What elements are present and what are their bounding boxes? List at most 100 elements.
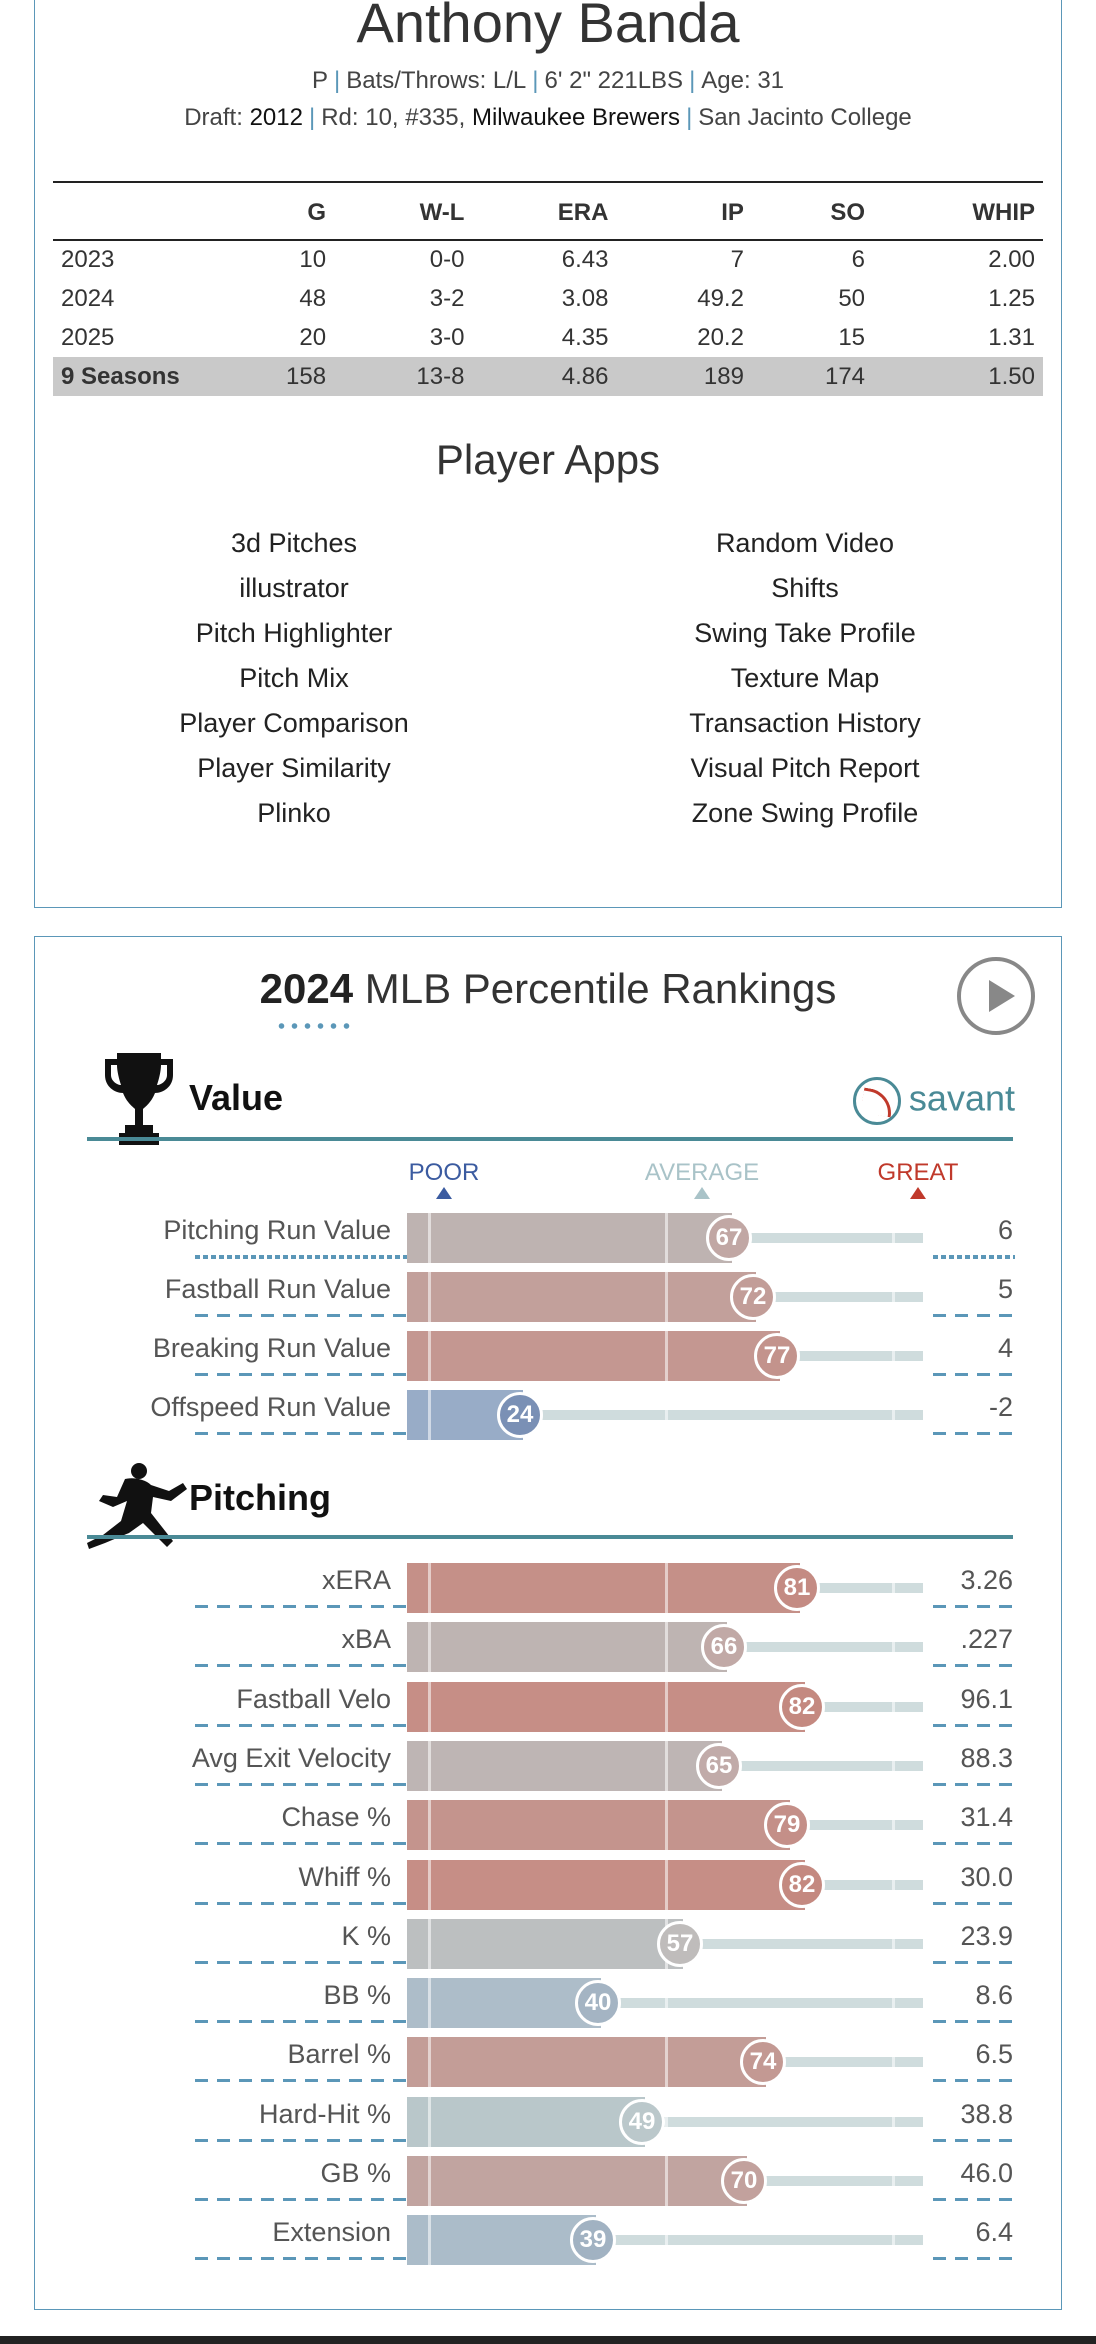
scale-guide-line <box>665 1272 668 1322</box>
scale-guide-line <box>665 1563 668 1613</box>
rankings-year[interactable]: 2024 <box>259 965 354 1012</box>
value-divider <box>933 1782 1015 1786</box>
percentile-bubble: 72 <box>730 1274 776 1320</box>
percentile-row[interactable]: Extension 39 6.4 <box>35 2211 1061 2266</box>
percentile-bar <box>407 1681 805 1732</box>
app-link[interactable]: Transaction History <box>689 708 921 738</box>
scale-guide-line <box>892 2096 895 2147</box>
percentile-row[interactable]: K % 57 23.9 <box>35 1915 1061 1969</box>
app-link[interactable]: Texture Map <box>730 663 880 693</box>
percentile-rankings-card: 2024 MLB Percentile Rankings Value savan… <box>34 936 1062 2310</box>
percentile-track: 39 <box>407 2215 923 2266</box>
stats-cell: 3-0 <box>429 323 465 351</box>
player-position: P <box>311 67 328 94</box>
stats-cell: 1.25 <box>988 284 1035 312</box>
year-selector-dots[interactable] <box>275 1023 355 1029</box>
percentile-bar <box>407 1740 722 1791</box>
stats-cell: 50 <box>838 284 866 312</box>
percentile-row[interactable]: Pitching Run Value 67 6 <box>35 1209 1061 1263</box>
percentile-row[interactable]: xBA 66 .227 <box>35 1618 1061 1673</box>
percentile-row[interactable]: Hard-Hit % 49 38.8 <box>35 2093 1061 2147</box>
percentile-remaining-track <box>805 1879 923 1890</box>
percentile-bubble: 66 <box>701 1624 747 1671</box>
metric-divider <box>195 1782 431 1786</box>
metric-label: Whiff % <box>298 1861 391 1892</box>
stats-cell: 2024 <box>61 284 115 312</box>
player-height-weight: 6' 2" 221LBS <box>544 67 684 94</box>
app-link[interactable]: Player Comparison <box>179 708 409 738</box>
scale-guide-line <box>428 2215 431 2266</box>
trophy-icon <box>105 1053 173 1145</box>
app-link[interactable]: Random Video <box>715 528 895 558</box>
percentile-bar <box>407 2156 747 2206</box>
stats-cell: 20 <box>299 323 327 351</box>
scale-guide-line <box>428 1331 431 1381</box>
scale-guide-line <box>892 1681 895 1732</box>
play-icon[interactable] <box>957 957 1035 1035</box>
percentile-bar <box>407 1918 683 1969</box>
scale-guide-line <box>665 1390 668 1440</box>
metric-value: 23.9 <box>960 1920 1013 1951</box>
percentile-row[interactable]: Chase % 79 31.4 <box>35 1796 1061 1851</box>
app-link[interactable]: Zone Swing Profile <box>691 798 919 828</box>
app-link[interactable]: illustrator <box>239 573 349 603</box>
stats-cell: 7 <box>730 246 744 273</box>
percentile-track: 49 <box>407 2096 923 2147</box>
percentile-row[interactable]: Whiff % 82 30.0 <box>35 1856 1061 1910</box>
value-section-label: Value <box>189 1077 284 1118</box>
scale-guide-line <box>428 1978 431 2029</box>
triangle-up-icon <box>694 1187 710 1199</box>
app-link[interactable]: Shifts <box>771 573 839 603</box>
value-divider <box>933 1664 1015 1668</box>
percentile-row[interactable]: xERA 81 3.26 <box>35 1559 1061 1613</box>
value-divider <box>933 2198 1015 2201</box>
value-divider <box>933 1842 1015 1846</box>
scale-average-label: AVERAGE <box>642 1159 762 1199</box>
app-link[interactable]: Visual Pitch Report <box>690 753 920 783</box>
metric-value: -2 <box>988 1392 1013 1422</box>
percentile-row[interactable]: GB % 70 46.0 <box>35 2152 1061 2206</box>
percentile-remaining-track <box>800 1583 923 1593</box>
percentile-row[interactable]: Offspeed Run Value 24 -2 <box>35 1386 1061 1440</box>
triangle-up-icon <box>910 1187 926 1199</box>
scale-guide-line <box>428 1740 431 1791</box>
percentile-bubble: 82 <box>779 1683 825 1730</box>
value-divider <box>933 2257 1015 2261</box>
metric-divider <box>195 1723 431 1727</box>
app-link[interactable]: Pitch Mix <box>239 663 349 693</box>
percentile-remaining-track <box>722 1760 923 1771</box>
player-name: Anthony Banda <box>356 0 740 54</box>
player-bats-throws: Bats/Throws: L/L <box>346 67 527 94</box>
metric-divider <box>195 2079 431 2083</box>
draft-team-link[interactable]: Milwaukee Brewers <box>471 104 681 131</box>
metric-divider <box>195 1901 431 1905</box>
percentile-row[interactable]: Fastball Run Value 72 5 <box>35 1268 1061 1322</box>
stats-cell: 10 <box>299 246 327 273</box>
draft-year[interactable]: 2012 <box>249 104 303 131</box>
stats-total-row: 9 Seasons 158 13-8 4.86 189 174 1.50 <box>53 357 1043 396</box>
percentile-row[interactable]: Breaking Run Value 77 4 <box>35 1327 1061 1381</box>
percentile-row[interactable]: BB % 40 8.6 <box>35 1974 1061 2029</box>
app-link[interactable]: Plinko <box>257 798 331 828</box>
percentile-bar <box>407 1563 800 1613</box>
percentile-row[interactable]: Avg Exit Velocity 65 88.3 <box>35 1737 1061 1791</box>
app-link[interactable]: Swing Take Profile <box>694 618 916 648</box>
metric-value: 30.0 <box>960 1861 1013 1892</box>
scale-guide-line <box>892 2037 895 2088</box>
percentile-track: 82 <box>407 1681 923 1732</box>
scale-guide-line <box>428 1622 431 1673</box>
percentile-remaining-track <box>645 2116 923 2127</box>
percentile-row[interactable]: Barrel % 74 6.5 <box>35 2033 1061 2088</box>
metric-divider <box>195 2138 431 2142</box>
percentile-bubble: 67 <box>706 1215 752 1261</box>
percentile-bar <box>407 2037 766 2088</box>
stats-cell: 4.86 <box>472 357 617 396</box>
percentile-remaining-track <box>683 1938 923 1949</box>
percentile-row[interactable]: Fastball Velo 82 96.1 <box>35 1678 1061 1732</box>
app-link[interactable]: 3d Pitches <box>230 528 358 558</box>
app-link[interactable]: Pitch Highlighter <box>195 618 393 648</box>
app-link[interactable]: Player Similarity <box>197 753 391 783</box>
percentile-remaining-track <box>596 2235 923 2246</box>
savant-logo[interactable]: savant <box>852 1077 1015 1125</box>
stats-header-cell: WHIP <box>873 181 1043 241</box>
